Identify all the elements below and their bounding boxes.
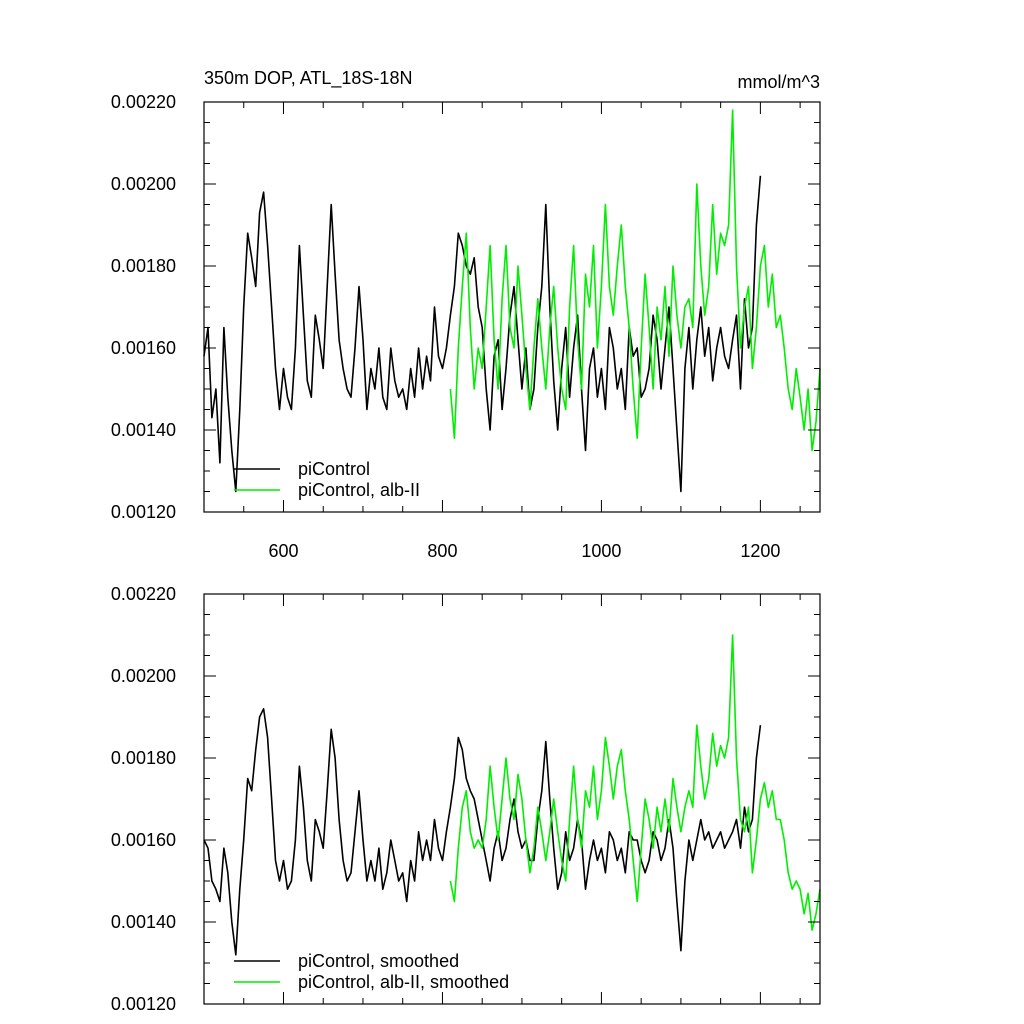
top-panel-lines bbox=[203, 109, 821, 493]
x-tick-label: 1200 bbox=[740, 541, 780, 561]
bottom-panel-ticks: 0.00120 0.00140 0.00160 0.00180 0.00200 0.002… bbox=[111, 584, 820, 1014]
top-panel-units: mmol/m^3 bbox=[738, 72, 820, 92]
bottom-panel: 0.00120 0.00140 0.00160 0.00180 0.00200 0.002… bbox=[111, 584, 821, 1014]
y-tick-label: 0.00140 bbox=[111, 420, 176, 440]
bottom-panel-lines bbox=[203, 634, 821, 956]
y-tick-label: 0.00180 bbox=[111, 256, 176, 276]
top-panel-title: 350m DOP, ATL_18S-18N bbox=[204, 68, 412, 89]
legend-label-picontrol-alb-smoothed: piControl, alb-II, smoothed bbox=[298, 972, 509, 992]
y-tick-label: 0.00200 bbox=[111, 666, 176, 686]
y-tick-label: 0.00180 bbox=[111, 748, 176, 768]
y-tick-label: 0.00220 bbox=[111, 92, 176, 112]
bottom-panel-legend: piControl, smoothed piControl, alb-II, s… bbox=[234, 951, 509, 992]
y-tick-label: 0.00120 bbox=[111, 994, 176, 1014]
y-tick-label: 0.00160 bbox=[111, 830, 176, 850]
top-panel-legend: piControl piControl, alb-II bbox=[234, 459, 420, 500]
series-line-1-0 bbox=[203, 708, 762, 956]
y-tick-label: 0.00140 bbox=[111, 912, 176, 932]
y-tick-label: 0.00200 bbox=[111, 174, 176, 194]
bottom-panel-frame bbox=[203, 593, 821, 1005]
series-line-1-1 bbox=[449, 634, 821, 931]
series-line-0-0 bbox=[203, 175, 762, 493]
x-tick-label: 1000 bbox=[581, 541, 621, 561]
legend-label-picontrol-smoothed: piControl, smoothed bbox=[298, 951, 459, 971]
legend-label-picontrol-alb: piControl, alb-II bbox=[298, 480, 420, 500]
x-tick-label: 800 bbox=[427, 541, 457, 561]
y-tick-label: 0.00120 bbox=[111, 502, 176, 522]
x-tick-label: 600 bbox=[268, 541, 298, 561]
series-line-0-1 bbox=[449, 109, 821, 452]
legend-label-picontrol: piControl bbox=[298, 459, 370, 479]
top-panel: 350m DOP, ATL_18S-18N mmol/m^3 0.001200.… bbox=[111, 68, 821, 561]
y-tick-label: 0.00160 bbox=[111, 338, 176, 358]
top-panel-frame bbox=[203, 101, 821, 513]
y-tick-label: 0.00220 bbox=[111, 584, 176, 604]
top-panel-ticks: 0.00120 0.00140 0.00160 0.00180 0.00200 0.002… bbox=[111, 92, 820, 561]
